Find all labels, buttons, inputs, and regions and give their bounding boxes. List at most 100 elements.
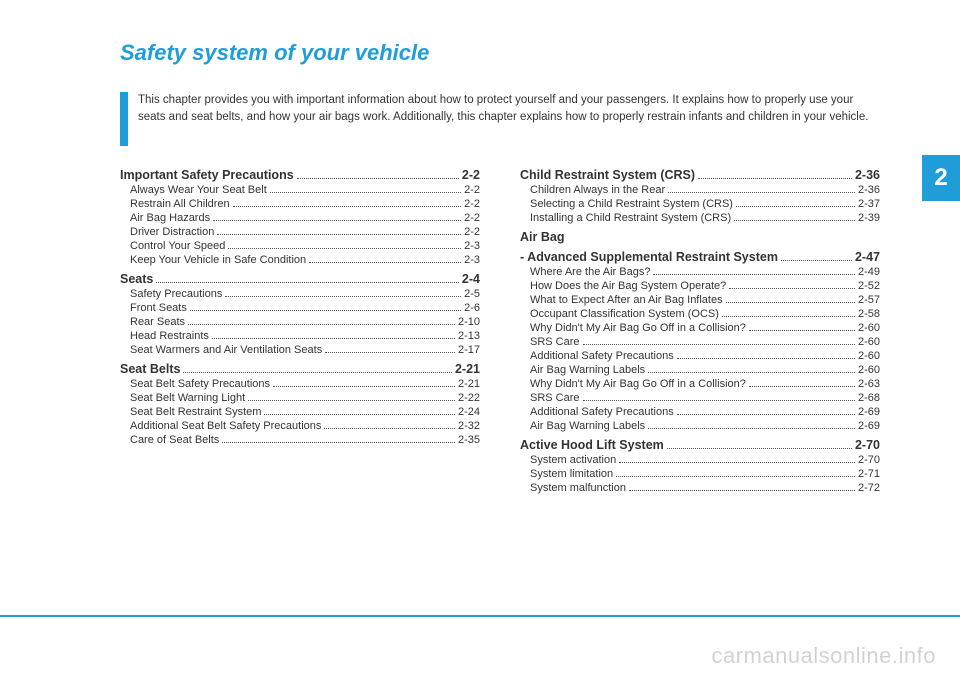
toc-item: System activation2-70: [520, 454, 880, 466]
toc-section: Seats2-4: [120, 272, 480, 286]
intro-text: This chapter provides you with important…: [138, 92, 880, 127]
toc-dots: [736, 206, 855, 207]
toc-label: Restrain All Children: [130, 198, 230, 210]
toc-dots: [698, 178, 852, 179]
toc-dots: [722, 316, 855, 317]
toc-page: 2-2: [462, 168, 480, 182]
toc-label: Seat Warmers and Air Ventilation Seats: [130, 344, 322, 356]
toc-section: Air Bag: [520, 230, 880, 244]
toc-page: 2-2: [464, 226, 480, 238]
toc-label: System limitation: [530, 468, 613, 480]
toc-page: 2-68: [858, 392, 880, 404]
toc-page: 2-63: [858, 378, 880, 390]
toc-dots: [217, 234, 461, 235]
toc-item: Rear Seats2-10: [120, 316, 480, 328]
toc-section: - Advanced Supplemental Restraint System…: [520, 250, 880, 264]
toc-label: Additional Safety Precautions: [530, 350, 674, 362]
toc-label: System malfunction: [530, 482, 626, 494]
toc-item: Seat Belt Safety Precautions2-21: [120, 378, 480, 390]
toc-page: 2-69: [858, 406, 880, 418]
toc-item: Control Your Speed2-3: [120, 240, 480, 252]
toc-dots: [228, 248, 461, 249]
toc-label: Head Restraints: [130, 330, 209, 342]
toc-page: 2-35: [458, 434, 480, 446]
toc-item: Seat Belt Warning Light 2-22: [120, 392, 480, 404]
toc-page: 2-60: [858, 336, 880, 348]
toc-item: Why Didn't My Air Bag Go Off in a Collis…: [520, 322, 880, 334]
toc-dots: [325, 352, 455, 353]
toc-left-column: Important Safety Precautions2-2 Always We…: [120, 168, 480, 494]
toc-dots: [726, 302, 855, 303]
toc-item: Selecting a Child Restraint System (CRS)…: [520, 198, 880, 210]
toc-label: Seat Belt Warning Light: [130, 392, 245, 404]
toc-label: Why Didn't My Air Bag Go Off in a Collis…: [530, 322, 746, 334]
toc-page: 2-70: [855, 438, 880, 452]
chapter-number-tab: 2: [922, 155, 960, 201]
toc-dots: [156, 282, 459, 283]
toc-item: Additional Safety Precautions2-69: [520, 406, 880, 418]
toc-section: Important Safety Precautions2-2: [120, 168, 480, 182]
intro-block: This chapter provides you with important…: [120, 92, 880, 146]
intro-accent-bar: [120, 92, 128, 146]
toc-dots: [583, 344, 855, 345]
toc-label: Rear Seats: [130, 316, 185, 328]
toc-page: 2-22: [458, 392, 480, 404]
toc-item: Safety Precautions2-5: [120, 288, 480, 300]
toc-label: Always Wear Your Seat Belt: [130, 184, 267, 196]
toc-label: Installing a Child Restraint System (CRS…: [530, 212, 731, 224]
toc-page: 2-39: [858, 212, 880, 224]
toc-dots: [324, 428, 455, 429]
toc-dots: [729, 288, 855, 289]
toc-item: Care of Seat Belts2-35: [120, 434, 480, 446]
toc-dots: [667, 448, 852, 449]
toc-label: Where Are the Air Bags?: [530, 266, 650, 278]
toc-label: Keep Your Vehicle in Safe Condition: [130, 254, 306, 266]
toc-section: Child Restraint System (CRS) 2-36: [520, 168, 880, 182]
toc-item: SRS Care2-60: [520, 336, 880, 348]
toc-dots: [616, 476, 855, 477]
toc-page: 2-36: [855, 168, 880, 182]
toc-item: SRS Care 2-68: [520, 392, 880, 404]
toc-dots: [264, 414, 455, 415]
toc-dots: [749, 386, 855, 387]
toc-label: Occupant Classification System (OCS): [530, 308, 719, 320]
toc-page: 2-2: [464, 212, 480, 224]
toc-page: 2-37: [858, 198, 880, 210]
toc-label: Seat Belt Restraint System: [130, 406, 261, 418]
toc-item: Installing a Child Restraint System (CRS…: [520, 212, 880, 224]
toc-label: Child Restraint System (CRS): [520, 168, 695, 182]
toc-page: 2-52: [858, 280, 880, 292]
toc-item: Additional Safety Precautions2-60: [520, 350, 880, 362]
toc-label: SRS Care: [530, 392, 580, 404]
toc-section: Seat Belts2-21: [120, 362, 480, 376]
toc-dots: [225, 296, 461, 297]
toc-item: Seat Warmers and Air Ventilation Seats2-…: [120, 344, 480, 356]
toc-page: 2-5: [464, 288, 480, 300]
toc-page: 2-4: [462, 272, 480, 286]
toc-label: Air Bag: [520, 230, 564, 244]
bottom-divider: [0, 615, 960, 617]
toc-page: 2-36: [858, 184, 880, 196]
toc-page: 2-3: [464, 254, 480, 266]
toc-label: Air Bag Warning Labels: [530, 364, 645, 376]
toc-item: System malfunction2-72: [520, 482, 880, 494]
toc-label: Air Bag Warning Labels: [530, 420, 645, 432]
toc-label: Why Didn't My Air Bag Go Off in a Collis…: [530, 378, 746, 390]
toc-item: Why Didn't My Air Bag Go Off in a Collis…: [520, 378, 880, 390]
toc-item: Head Restraints 2-13: [120, 330, 480, 342]
toc-page: 2-13: [458, 330, 480, 342]
toc-label: Selecting a Child Restraint System (CRS): [530, 198, 733, 210]
page: Safety system of your vehicle This chapt…: [0, 0, 960, 494]
toc-section: Active Hood Lift System2-70: [520, 438, 880, 452]
toc-label: Driver Distraction: [130, 226, 214, 238]
toc-item: How Does the Air Bag System Operate? 2-52: [520, 280, 880, 292]
toc-dots: [749, 330, 855, 331]
toc-label: How Does the Air Bag System Operate?: [530, 280, 726, 292]
toc-label: Seat Belt Safety Precautions: [130, 378, 270, 390]
toc-item: Additional Seat Belt Safety Precautions2…: [120, 420, 480, 432]
toc-dots: [270, 192, 461, 193]
toc-label: Control Your Speed: [130, 240, 225, 252]
toc-dots: [677, 358, 855, 359]
toc-dots: [297, 178, 459, 179]
toc-item: Occupant Classification System (OCS)2-58: [520, 308, 880, 320]
